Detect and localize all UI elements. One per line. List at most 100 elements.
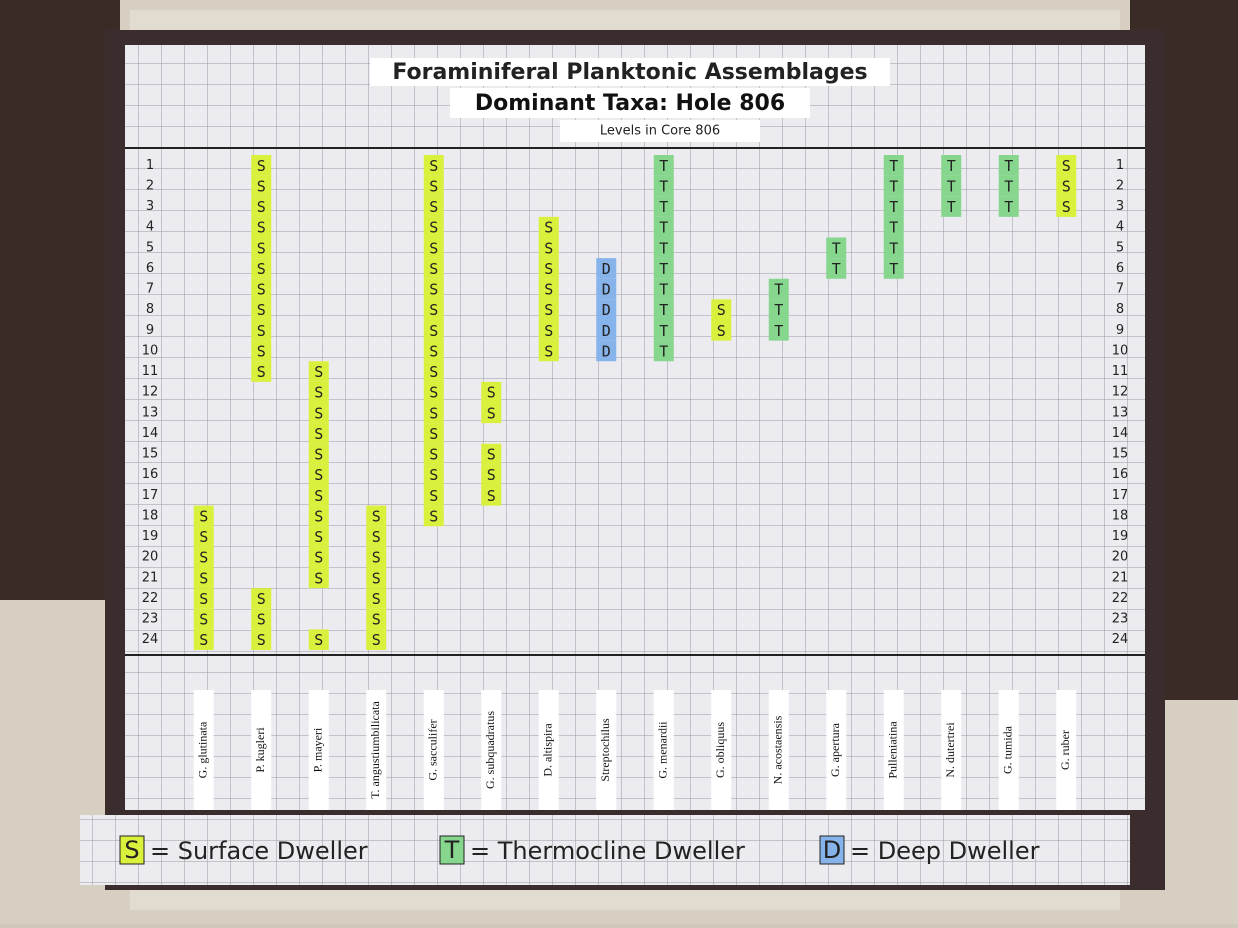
- level-label: 21: [142, 570, 159, 585]
- occurrence-code: S: [257, 219, 266, 237]
- occurrence-code: S: [544, 260, 553, 278]
- occurrence-code: T: [832, 239, 841, 257]
- occurrence-code: T: [947, 198, 956, 216]
- taxon-name: G. glutinata: [196, 721, 210, 778]
- level-label: 14: [1112, 426, 1129, 441]
- level-label: 22: [1112, 591, 1129, 606]
- taxon-name: P. kugleri: [253, 727, 267, 773]
- level-label: 1: [1116, 158, 1124, 173]
- occurrence-code: S: [199, 569, 208, 587]
- occurrence-code: S: [314, 466, 323, 484]
- occurrence-code: T: [774, 301, 783, 319]
- occurrence-code: S: [429, 301, 438, 319]
- taxon-name: G. apertura: [828, 722, 842, 777]
- level-label: 9: [1116, 323, 1124, 338]
- occurrence-code: S: [487, 446, 496, 464]
- level-label: 18: [142, 508, 159, 523]
- occurrence-code: S: [314, 363, 323, 381]
- level-label: 15: [142, 447, 159, 462]
- legend-code: T: [444, 836, 460, 864]
- occurrence-code: S: [314, 631, 323, 649]
- occurrence-code: D: [602, 322, 611, 340]
- level-label: 16: [142, 467, 159, 482]
- level-label: 24: [142, 632, 159, 647]
- level-label: 22: [142, 591, 159, 606]
- level-label: 17: [1112, 488, 1129, 503]
- occurrence-code: T: [889, 260, 898, 278]
- legend-label: = Surface Dweller: [150, 837, 368, 865]
- occurrence-code: S: [429, 260, 438, 278]
- level-label: 8: [1116, 302, 1124, 317]
- taxon-name: T. angustiumbilicata: [368, 700, 382, 798]
- occurrence-code: S: [257, 177, 266, 195]
- taxon-name: G. sacculifer: [426, 719, 440, 780]
- level-label: 14: [142, 426, 159, 441]
- occurrence-code: T: [659, 281, 668, 299]
- occurrence-code: S: [372, 528, 381, 546]
- level-label: 6: [146, 261, 154, 276]
- level-label: 15: [1112, 447, 1129, 462]
- occurrence-code: S: [257, 631, 266, 649]
- legend-code: D: [823, 836, 841, 864]
- occurrence-code: S: [372, 590, 381, 608]
- taxon-name: G. subquadratus: [483, 711, 497, 789]
- shadow: [0, 0, 120, 600]
- occurrence-code: T: [832, 260, 841, 278]
- level-label: 23: [1112, 612, 1129, 627]
- taxon-name: D. altispira: [541, 723, 555, 777]
- occurrence-code: S: [429, 363, 438, 381]
- occurrence-code: S: [314, 507, 323, 525]
- occurrence-code: T: [889, 177, 898, 195]
- occurrence-code: S: [717, 301, 726, 319]
- legend-code: S: [124, 836, 139, 864]
- occurrence-code: S: [199, 549, 208, 567]
- caption: Levels in Core 806: [600, 124, 720, 139]
- level-label: 12: [1112, 385, 1129, 400]
- level-label: 18: [1112, 508, 1129, 523]
- legend-label: = Deep Dweller: [850, 837, 1040, 865]
- occurrence-code: S: [257, 301, 266, 319]
- poster: Foraminiferal Planktonic Assemblages Dom…: [0, 0, 1238, 924]
- level-label: 5: [1116, 240, 1124, 255]
- occurrence-code: S: [544, 219, 553, 237]
- level-label: 1: [146, 158, 154, 173]
- level-label: 17: [142, 488, 159, 503]
- occurrence-code: S: [372, 631, 381, 649]
- level-label: 11: [142, 364, 159, 379]
- occurrence-code: S: [314, 549, 323, 567]
- occurrence-code: S: [429, 487, 438, 505]
- level-label: 20: [1112, 550, 1129, 565]
- occurrence-code: S: [487, 404, 496, 422]
- level-label: 4: [146, 220, 154, 235]
- occurrence-code: S: [544, 322, 553, 340]
- taxon-name: G. ruber: [1058, 730, 1072, 770]
- occurrence-code: S: [429, 281, 438, 299]
- occurrence-code: S: [257, 239, 266, 257]
- occurrence-code: T: [889, 239, 898, 257]
- occurrence-code: D: [602, 260, 611, 278]
- taxon-name: Streptochilus: [598, 718, 612, 782]
- occurrence-code: S: [199, 590, 208, 608]
- occurrence-code: S: [314, 404, 323, 422]
- occurrence-code: T: [659, 219, 668, 237]
- occurrence-code: T: [889, 198, 898, 216]
- occurrence-code: T: [659, 157, 668, 175]
- occurrence-code: T: [1004, 177, 1013, 195]
- occurrence-code: S: [1062, 157, 1071, 175]
- occurrence-code: S: [257, 281, 266, 299]
- occurrence-code: S: [429, 425, 438, 443]
- occurrence-code: S: [429, 198, 438, 216]
- occurrence-code: S: [429, 404, 438, 422]
- occurrence-code: S: [257, 157, 266, 175]
- level-label: 13: [1112, 405, 1129, 420]
- occurrence-code: S: [429, 177, 438, 195]
- occurrence-code: S: [429, 384, 438, 402]
- taxon-name: G. obliquus: [713, 722, 727, 778]
- occurrence-code: S: [257, 611, 266, 629]
- level-label: 6: [1116, 261, 1124, 276]
- occurrence-code: T: [659, 301, 668, 319]
- occurrence-code: S: [487, 466, 496, 484]
- level-label: 11: [1112, 364, 1129, 379]
- occurrence-code: S: [717, 322, 726, 340]
- occurrence-code: S: [314, 446, 323, 464]
